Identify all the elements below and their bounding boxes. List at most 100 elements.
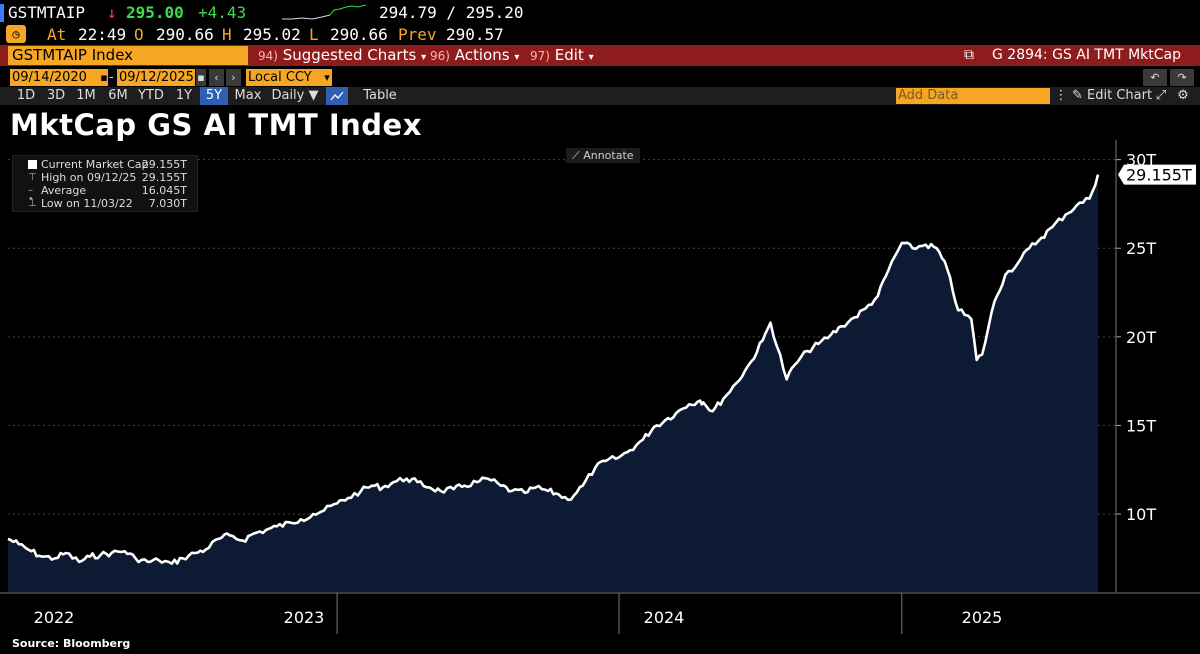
edit-chart-label: Edit Chart — [1087, 88, 1153, 103]
range-1y[interactable]: 1Y — [175, 88, 193, 103]
high-marker-icon: ⊤ — [28, 172, 37, 183]
y-tick-label: 15T — [1126, 416, 1156, 435]
security-marker — [0, 4, 4, 22]
range-1d[interactable]: 1D — [16, 88, 36, 103]
low-value: 290.66 — [330, 25, 388, 44]
annotate-label: Annotate — [583, 149, 634, 162]
edit-chart-button[interactable]: ✎ Edit Chart — [1072, 87, 1153, 105]
prev-label: Prev — [398, 25, 437, 44]
legend-row-low: ⊥ Low on 11/03/22 7.030T — [13, 197, 199, 210]
expand-icon[interactable]: ⤢ — [1155, 88, 1167, 103]
range-5y[interactable]: 5Y — [200, 87, 228, 105]
toolbar: 1D 3D 1M 6M YTD 1Y 5Y Max Daily ▼ Table … — [0, 87, 1200, 105]
chart-id: G 2894: GS AI TMT MktCap — [992, 47, 1181, 63]
last-value-text: 29.155T — [1126, 166, 1192, 185]
suggested-num: 94) — [258, 49, 278, 63]
command-bar: GSTMTAIP Index 94) Suggested Charts ▾ 96… — [0, 45, 1200, 66]
last-price: 295.00 — [126, 3, 184, 22]
chevron-down-icon[interactable]: ▾ — [322, 69, 332, 86]
x-axis: 2022 2023 2024 2025 — [0, 592, 1200, 634]
edit-num: 97) — [530, 49, 550, 63]
chevron-down-icon: ▼ — [308, 88, 319, 103]
range-6m[interactable]: 6M — [108, 88, 128, 103]
currency-select[interactable]: Local CCY — [246, 69, 322, 86]
table-button[interactable]: Table — [363, 88, 397, 103]
legend-label: Average — [41, 184, 87, 197]
end-date-input[interactable]: 09/12/2025 — [117, 69, 195, 86]
pencil-icon: ✎ — [1072, 88, 1083, 103]
high-label: H — [222, 25, 232, 44]
add-data-input[interactable]: Add Data — [896, 88, 1050, 104]
open-label: O — [134, 25, 144, 44]
range-ytd[interactable]: YTD — [138, 88, 164, 103]
frequency-select[interactable]: Daily ▼ — [268, 87, 322, 105]
edit-label: Edit — [554, 46, 584, 64]
actions-menu[interactable]: 96) Actions ▾ — [430, 45, 519, 66]
redo-icon[interactable]: ↷ — [1170, 69, 1194, 86]
ticker[interactable]: GSTMTAIP — [8, 3, 86, 22]
last-value-box — [1118, 164, 1196, 185]
date-separator: - — [109, 70, 114, 85]
security-field[interactable]: GSTMTAIP Index — [8, 46, 248, 65]
actions-label: Actions — [454, 46, 510, 64]
legend-value: 29.155T — [141, 171, 187, 184]
settings-icon[interactable]: ⚙ — [1177, 88, 1189, 103]
calendar-icon[interactable]: ▪ — [196, 69, 206, 86]
launch-icon[interactable]: ⧉ — [964, 47, 974, 63]
x-tick-label: 2024 — [644, 608, 685, 627]
y-tick-label: 10T — [1126, 505, 1156, 524]
legend-label: High on 09/12/25 — [41, 171, 137, 184]
down-arrow-icon: ↓ — [107, 3, 117, 22]
y-tick-label: 20T — [1126, 328, 1156, 347]
x-tick-label: 2023 — [284, 608, 325, 627]
open-value: 290.66 — [156, 25, 214, 44]
low-label: L — [309, 25, 319, 44]
market-cap-line — [7, 174, 1100, 565]
range-3d[interactable]: 3D — [46, 88, 66, 103]
range-1m[interactable]: 1M — [76, 88, 96, 103]
prev-value: 290.57 — [446, 25, 504, 44]
next-period-button[interactable]: › — [226, 69, 241, 86]
line-swatch — [28, 160, 37, 169]
x-tick-label: 2022 — [34, 608, 75, 627]
suggested-charts-menu[interactable]: 94) Suggested Charts ▾ — [258, 45, 426, 66]
range-max[interactable]: Max — [234, 88, 262, 103]
undo-icon[interactable]: ↶ — [1143, 69, 1167, 86]
line-chart-icon[interactable] — [326, 87, 348, 105]
legend-value: 16.045T — [141, 184, 187, 197]
last-time: 22:49 — [78, 25, 127, 44]
legend-value: 29.155T — [141, 158, 187, 171]
average-marker-icon: –• — [28, 185, 34, 205]
chevron-down-icon: ▾ — [514, 52, 520, 63]
frequency-label: Daily — [271, 88, 305, 103]
start-date-input[interactable]: 09/14/2020 — [10, 69, 100, 86]
y-tick-label: 25T — [1126, 239, 1156, 258]
legend-row-high: ⊤ High on 09/12/25 29.155T — [13, 171, 199, 184]
calendar-icon[interactable]: ▪ — [100, 69, 108, 86]
quote-details: ◷ At 22:49 O 290.66 H 295.02 L 290.66 Pr… — [0, 24, 1200, 45]
x-tick-label: 2025 — [962, 608, 1003, 627]
annotate-button[interactable]: ⟋ Annotate — [566, 148, 640, 163]
quote-line: GSTMTAIP ↓ 295.00 +4.43 294.79 / 295.20 — [0, 0, 1200, 24]
chevron-down-icon: ▾ — [588, 52, 594, 63]
legend-row-average: –• Average 16.045T — [13, 184, 199, 205]
edit-menu[interactable]: 97) Edit ▾ — [530, 45, 594, 66]
more-options-icon[interactable]: ⋮ — [1054, 88, 1068, 103]
pencil-icon: ⟋ — [572, 149, 580, 162]
net-change: +4.43 — [198, 3, 247, 22]
source-note: Source: Bloomberg — [12, 637, 131, 650]
high-value: 295.02 — [243, 25, 301, 44]
intraday-sparkline — [282, 4, 366, 20]
legend-label: Low on 11/03/22 — [41, 197, 133, 210]
prev-period-button[interactable]: ‹ — [209, 69, 224, 86]
at-label: At — [47, 25, 67, 44]
bid-ask: 294.79 / 295.20 — [379, 3, 524, 22]
chevron-down-icon: ▾ — [421, 52, 427, 63]
chart-title: MktCap GS AI TMT Index — [10, 108, 422, 142]
clock-icon: ◷ — [6, 25, 26, 43]
legend: Current Market Cap 29.155T ⊤ High on 09/… — [12, 155, 198, 212]
low-marker-icon: ⊥ — [28, 198, 37, 209]
actions-num: 96) — [430, 49, 450, 63]
